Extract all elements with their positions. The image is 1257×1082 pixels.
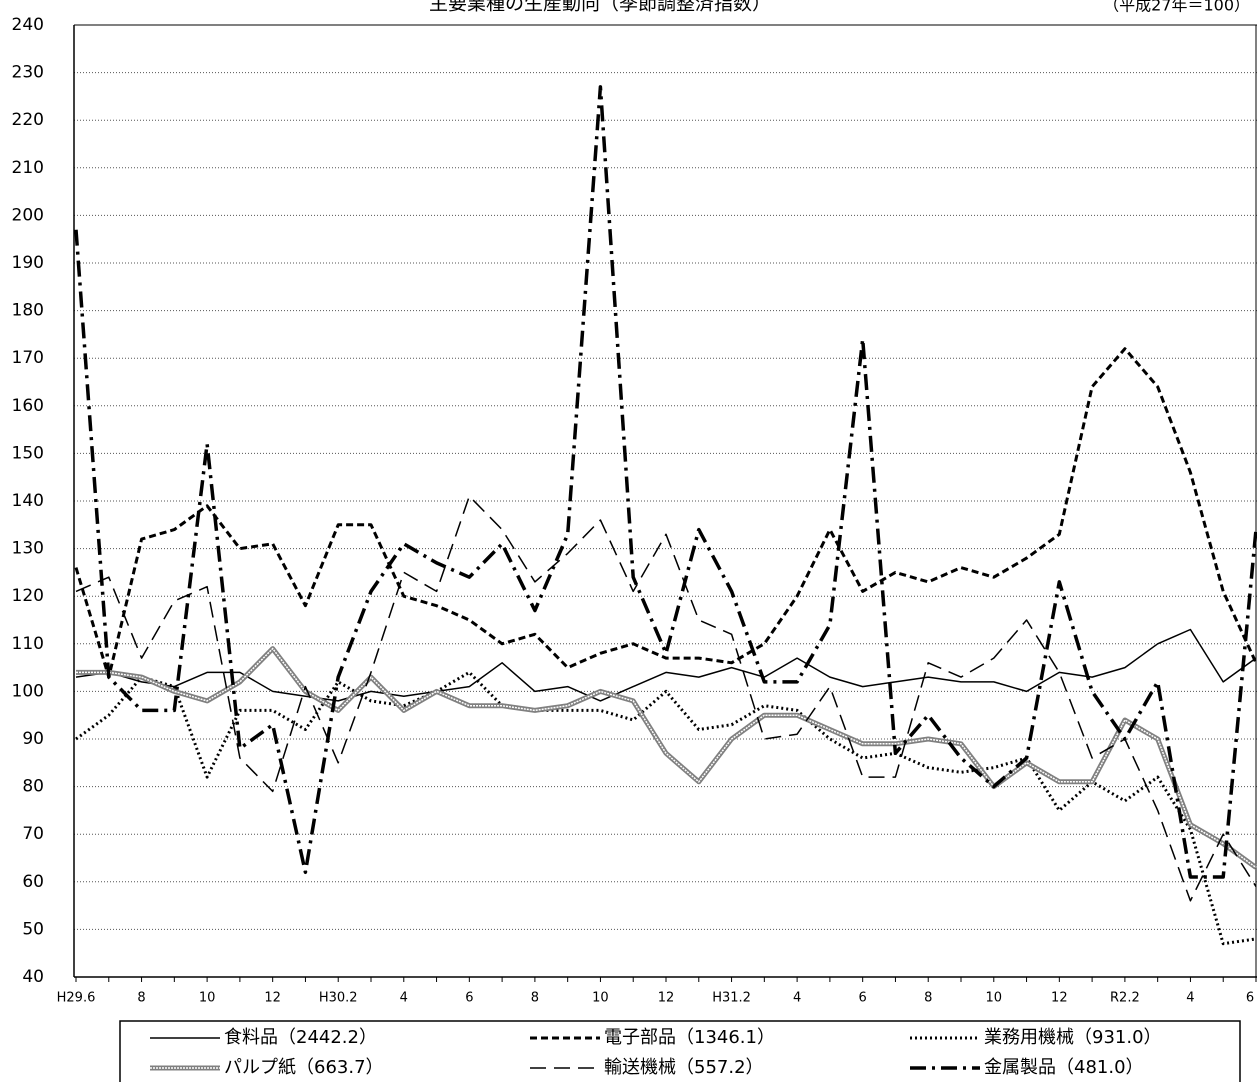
series-line xyxy=(74,347,1257,679)
y-tick-label: 130 xyxy=(12,539,44,559)
chart-title: 主要業種の生産動向（季節調整済指数） xyxy=(429,0,771,15)
y-tick-label: 80 xyxy=(22,777,44,797)
y-tick-label: 140 xyxy=(12,491,44,511)
x-tick-label: 4 xyxy=(400,991,408,1006)
series-line xyxy=(74,85,1257,879)
chart-subtitle: （平成27年＝100） xyxy=(1103,0,1250,15)
x-tick-label: 12 xyxy=(658,991,675,1006)
legend-label: 食料品（2442.2） xyxy=(224,1027,377,1048)
x-tick-label: H31.2 xyxy=(712,991,751,1006)
x-tick-label: R2.2 xyxy=(1110,991,1140,1006)
y-tick-label: 160 xyxy=(12,396,44,416)
y-tick-label: 230 xyxy=(12,63,44,83)
y-tick-label: 50 xyxy=(22,919,44,939)
y-tick-label: 240 xyxy=(12,15,44,35)
y-tick-label: 70 xyxy=(22,824,44,844)
legend-label: 輸送機械（557.2） xyxy=(604,1057,764,1078)
y-tick-label: 180 xyxy=(12,301,44,321)
series-line xyxy=(75,495,1257,902)
y-tick-label: 90 xyxy=(22,729,44,749)
y-tick-label: 210 xyxy=(12,158,44,178)
y-tick-label: 110 xyxy=(12,634,44,654)
y-tick-label: 220 xyxy=(12,110,44,130)
x-tick-label: 8 xyxy=(137,991,145,1006)
x-tick-label: 4 xyxy=(793,991,801,1006)
legend-label: 金属製品（481.0） xyxy=(984,1057,1144,1078)
x-tick-label: 12 xyxy=(1051,991,1068,1006)
y-tick-label: 60 xyxy=(22,872,44,892)
x-tick-label: 6 xyxy=(859,991,867,1006)
legend-box xyxy=(119,1020,1241,1082)
y-tick-label: 40 xyxy=(22,967,44,987)
x-tick-label: 12 xyxy=(264,991,281,1006)
x-tick-label: 10 xyxy=(199,991,216,1006)
x-tick-label: 10 xyxy=(592,991,609,1006)
legend-label: 電子部品（1346.1） xyxy=(604,1027,775,1048)
x-tick-label: 4 xyxy=(1186,991,1194,1006)
y-tick-label: 150 xyxy=(12,443,44,463)
series-line xyxy=(75,670,1257,946)
x-tick-label: 8 xyxy=(924,991,932,1006)
x-tick-label: 10 xyxy=(986,991,1003,1006)
x-tick-label: H30.2 xyxy=(319,991,358,1006)
series-line-inner xyxy=(76,647,1257,869)
y-tick-label: 170 xyxy=(12,348,44,368)
x-tick-label: 6 xyxy=(465,991,473,1006)
series-line xyxy=(75,628,1257,702)
legend-label: 業務用機械（931.0） xyxy=(984,1027,1162,1048)
y-tick-label: 120 xyxy=(12,586,44,606)
x-tick-label: 6 xyxy=(1246,991,1254,1006)
x-tick-label: H29.6 xyxy=(57,991,96,1006)
legend-label: パルプ紙（663.7） xyxy=(224,1057,384,1078)
y-tick-label: 190 xyxy=(12,253,44,273)
x-tick-label: 8 xyxy=(531,991,539,1006)
y-tick-label: 100 xyxy=(12,681,44,701)
y-tick-label: 200 xyxy=(12,205,44,225)
